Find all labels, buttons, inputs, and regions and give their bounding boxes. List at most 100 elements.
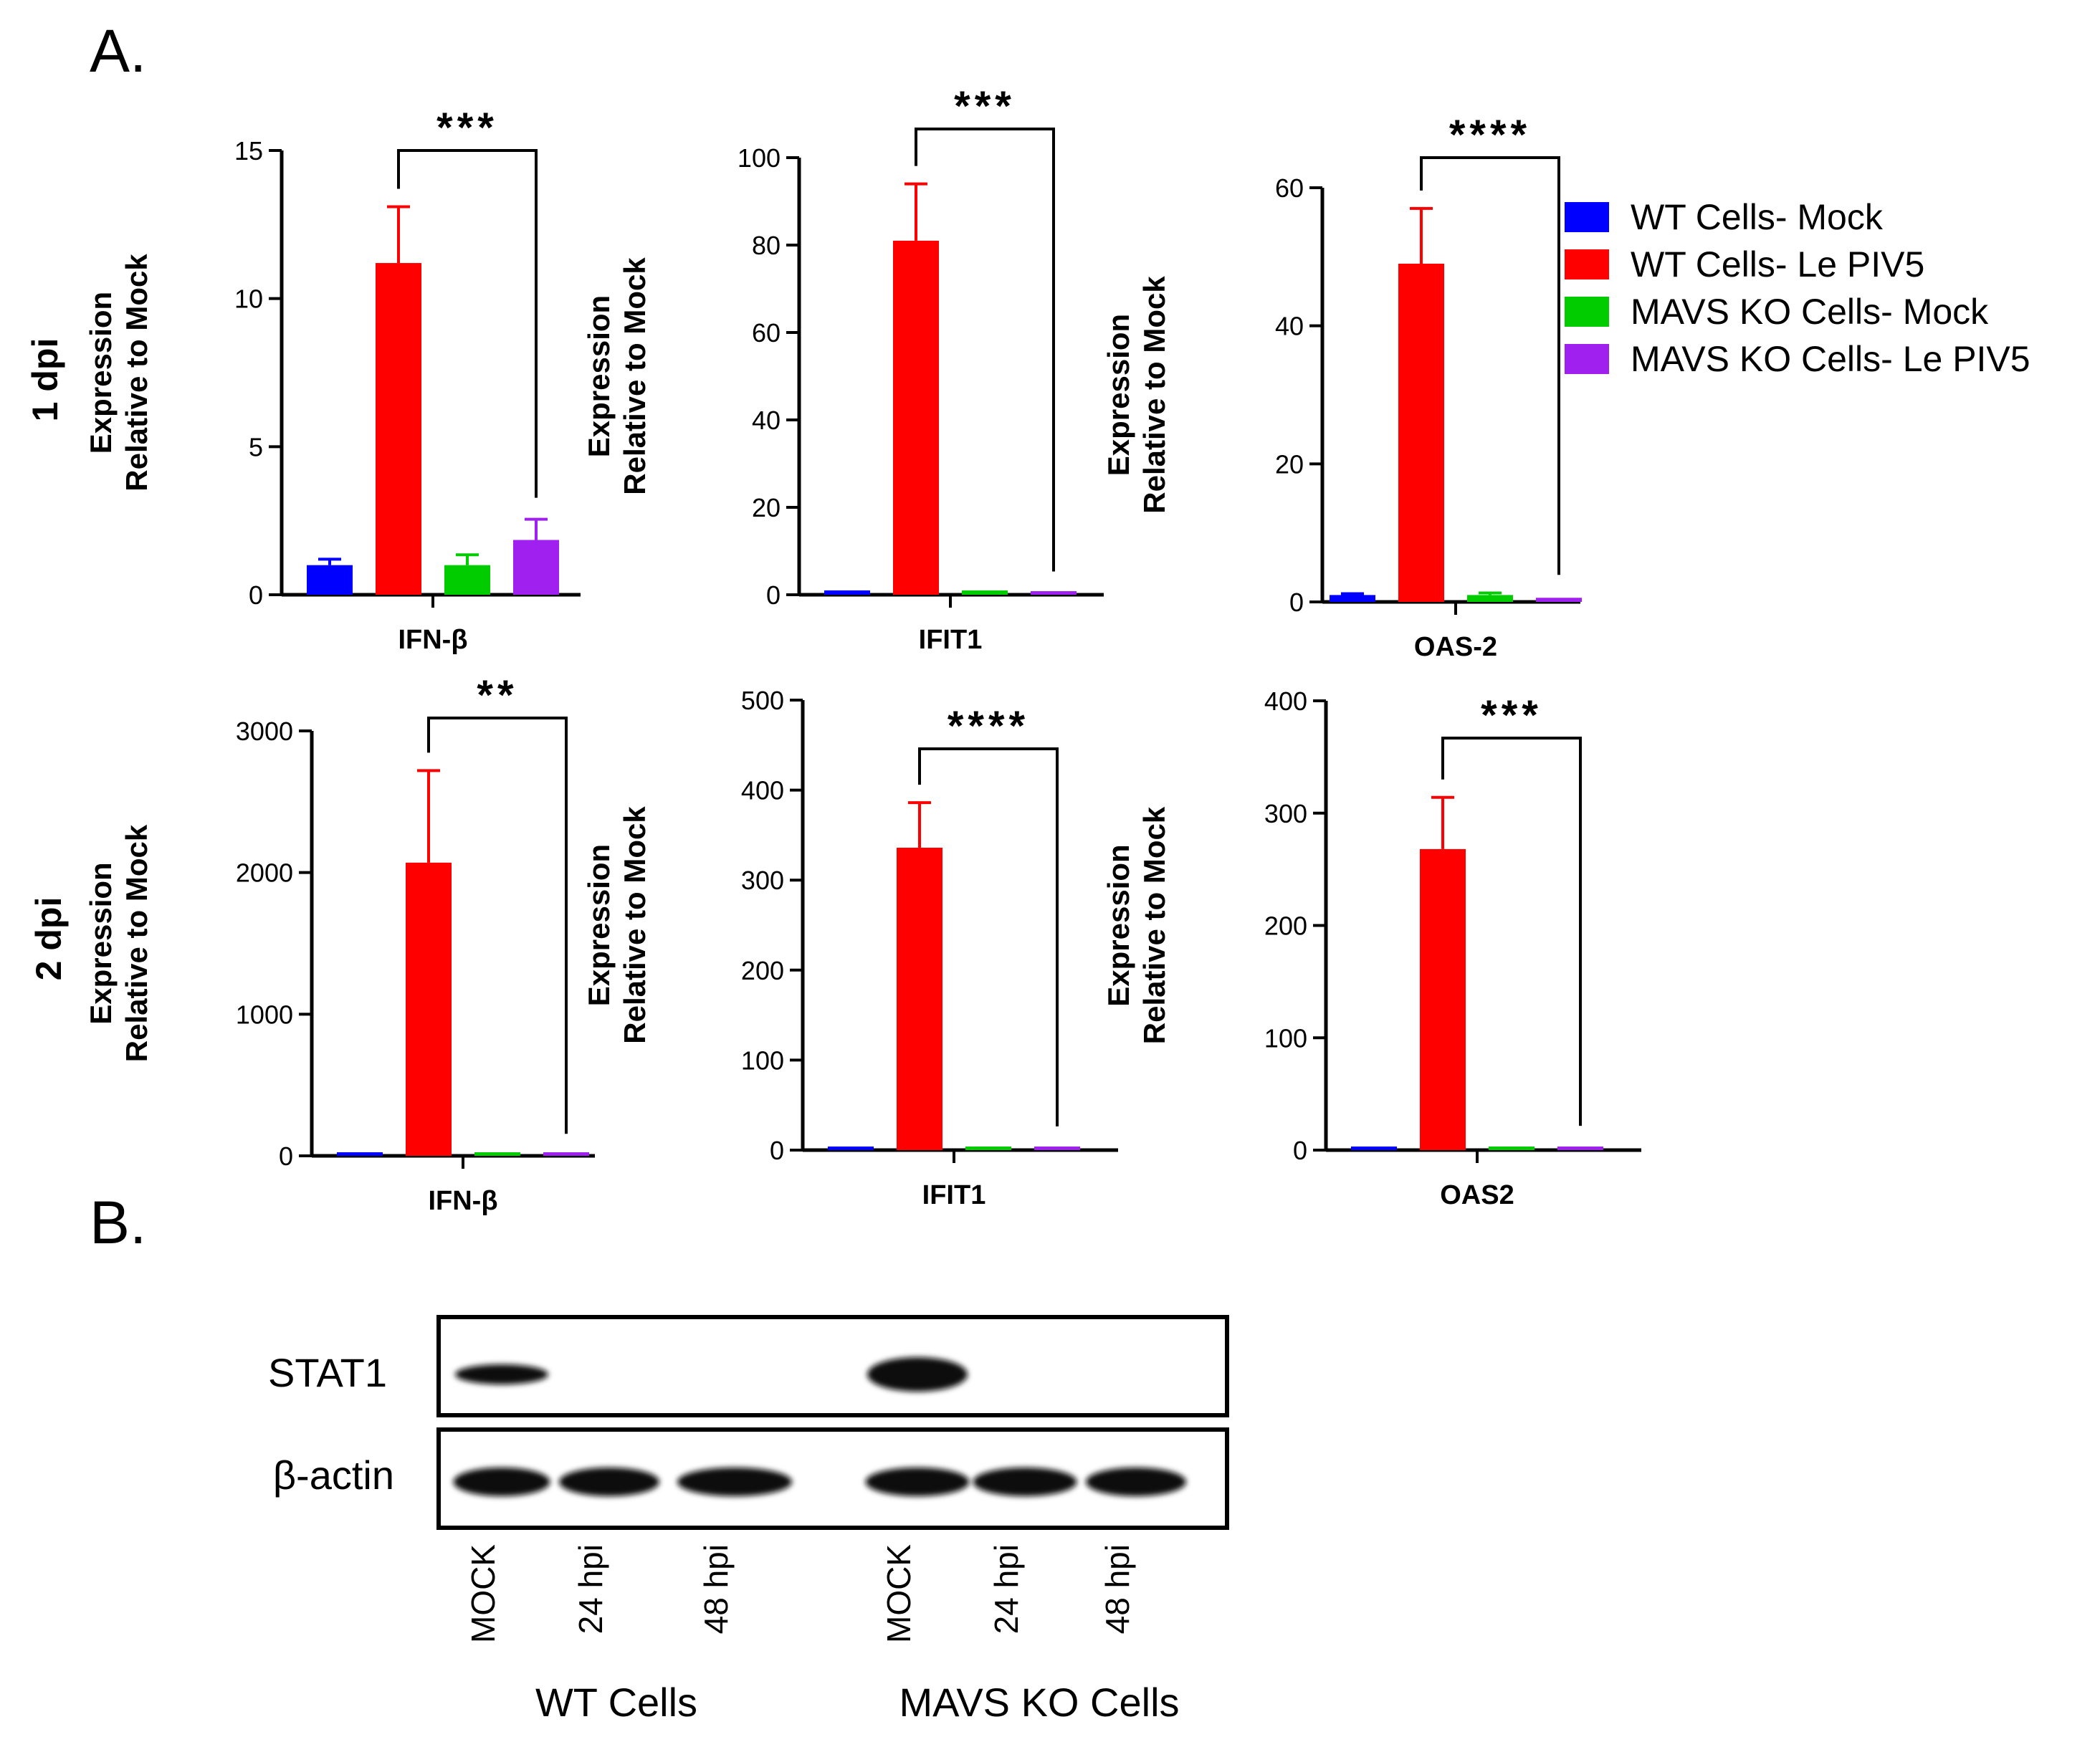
bar-ifit1-2-dpi-wt-cells-le-piv5 — [897, 847, 942, 1150]
bar-oas-2-1-dpi-mavs-ko-cells-le-piv5 — [1536, 598, 1582, 602]
x-category-label-oas2-2-dpi: OAS2 — [1440, 1180, 1514, 1210]
band-actin-lane-2 — [559, 1468, 659, 1496]
legend-label-mavs-ko-cells-le-piv5: MAVS KO Cells- Le PIV5 — [1631, 339, 2030, 379]
y-axis-label-ifn-2-dpi: Relative to Mock — [120, 824, 153, 1062]
y-tick-label-ifit1-1-dpi: 40 — [752, 406, 781, 435]
x-category-label-ifn-2-dpi: IFN-β — [428, 1186, 497, 1216]
lane-label-3: 48 hpi — [697, 1544, 735, 1634]
significance-label-oas-2-1-dpi: **** — [1449, 112, 1531, 158]
lane-label-5: 24 hpi — [988, 1544, 1025, 1634]
bar-ifn-2-dpi-wt-cells-le-piv5 — [406, 862, 452, 1156]
bar-ifn-2-dpi-wt-cells-mock — [337, 1152, 383, 1156]
y-tick-label-ifn-1-dpi: 10 — [234, 284, 263, 314]
bar-oas2-2-dpi-wt-cells-mock — [1351, 1147, 1397, 1150]
y-tick-label-ifit1-2-dpi: 0 — [770, 1136, 784, 1165]
y-axis-label-oas2-2-dpi: Expression — [1102, 844, 1135, 1006]
y-tick-label-ifit1-2-dpi: 300 — [741, 866, 784, 895]
y-tick-label-ifn-2-dpi: 1000 — [236, 1000, 293, 1029]
y-tick-label-ifit1-2-dpi: 500 — [741, 686, 784, 715]
significance-bracket-ifn-2-dpi — [427, 717, 568, 1134]
y-tick-label-ifn-1-dpi: 5 — [249, 432, 263, 461]
group-label-wt: WT Cells — [535, 1680, 697, 1725]
blot-label-actin: β-actin — [273, 1453, 394, 1498]
significance-label-ifn-1-dpi: *** — [436, 105, 498, 151]
y-tick-label-oas-2-1-dpi: 40 — [1275, 312, 1304, 341]
bar-ifn-1-dpi-wt-cells-le-piv5 — [376, 263, 421, 595]
bar-oas-2-1-dpi-wt-cells-le-piv5 — [1398, 263, 1444, 602]
chart-ifnb-2dpi: 0 1000 2000 3000 IFN-β Expression Relative to … — [84, 672, 595, 1216]
bar-ifit1-2-dpi-mavs-ko-cells-mock — [965, 1147, 1011, 1150]
y-tick-label-ifit1-1-dpi: 0 — [766, 580, 781, 610]
y-axis-label-ifit1-1-dpi: Relative to Mock — [618, 257, 652, 495]
bar-ifit1-1-dpi-wt-cells-le-piv5 — [893, 240, 939, 595]
y-tick-label-ifn-2-dpi: 3000 — [236, 717, 293, 746]
bar-ifit1-1-dpi-wt-cells-mock — [824, 590, 870, 595]
y-tick-label-oas2-2-dpi: 300 — [1264, 799, 1307, 828]
y-tick-label-ifn-2-dpi: 2000 — [236, 858, 293, 888]
lane-label-1: MOCK — [464, 1544, 502, 1643]
bar-oas-2-1-dpi-mavs-ko-cells-mock — [1467, 595, 1513, 602]
legend-swatch-wt-cells-mock — [1565, 202, 1609, 232]
significance-bracket-oas2-2-dpi — [1441, 737, 1582, 1126]
chart-ifit1-1dpi: 0 20 40 60 80 100 IFIT1 Expression Relative to M… — [582, 83, 1104, 655]
band-actin-lane-4 — [865, 1468, 970, 1496]
bar-ifit1-2-dpi-mavs-ko-cells-le-piv5 — [1034, 1147, 1080, 1150]
y-axis-label-ifit1-2-dpi: Relative to Mock — [618, 806, 652, 1044]
bar-ifn-1-dpi-mavs-ko-cells-le-piv5 — [513, 540, 559, 595]
legend-swatch-wt-cells-le-piv5 — [1565, 249, 1609, 279]
y-tick-label-ifit1-1-dpi: 80 — [752, 231, 781, 260]
lane-label-6: 48 hpi — [1099, 1544, 1136, 1634]
legend-label-mavs-ko-cells-mock: MAVS KO Cells- Mock — [1631, 292, 1989, 332]
band-actin-lane-5 — [973, 1468, 1077, 1496]
western-blot: STAT1 β-actin MOCK 24 hpi 48 hpi MOCK 24 hpi… — [268, 1315, 1229, 1725]
row-label-1dpi: 1 dpi — [25, 338, 65, 422]
legend-label-wt-cells-mock: WT Cells- Mock — [1631, 197, 1884, 237]
group-label-mavs: MAVS KO Cells — [899, 1680, 1179, 1725]
x-category-label-ifit1-1-dpi: IFIT1 — [919, 625, 983, 655]
y-tick-label-oas2-2-dpi: 400 — [1264, 686, 1307, 716]
significance-label-oas2-2-dpi: *** — [1481, 692, 1542, 739]
band-actin-lane-6 — [1086, 1468, 1186, 1496]
blot-label-stat1: STAT1 — [268, 1350, 387, 1395]
significance-bracket-ifit1-2-dpi — [918, 747, 1059, 1126]
y-axis-label-oas-2-1-dpi: Expression — [1102, 314, 1135, 476]
band-stat1-lane-1 — [455, 1364, 548, 1384]
bar-oas2-2-dpi-mavs-ko-cells-le-piv5 — [1557, 1147, 1603, 1150]
blot-box-stat1 — [436, 1315, 1229, 1417]
y-axis-label-ifit1-2-dpi: Expression — [582, 844, 616, 1006]
y-tick-label-ifit1-2-dpi: 200 — [741, 956, 784, 985]
y-tick-label-ifit1-2-dpi: 400 — [741, 776, 784, 805]
y-tick-label-oas-2-1-dpi: 20 — [1275, 449, 1304, 479]
y-tick-label-ifn-2-dpi: 0 — [279, 1142, 293, 1171]
bar-ifit1-2-dpi-wt-cells-mock — [828, 1147, 874, 1150]
legend-label-wt-cells-le-piv5: WT Cells- Le PIV5 — [1631, 244, 1924, 284]
lane-label-4: MOCK — [880, 1544, 917, 1643]
y-tick-label-ifit1-1-dpi: 100 — [738, 143, 781, 173]
x-category-label-ifn-1-dpi: IFN-β — [398, 625, 467, 655]
y-tick-label-ifn-1-dpi: 0 — [249, 580, 263, 610]
x-category-label-oas-2-1-dpi: OAS-2 — [1414, 632, 1497, 662]
chart-oas2-2dpi: 0 100 200 300 400 OAS2 Expression Relative to M… — [1102, 686, 1641, 1210]
significance-label-ifn-2-dpi: ** — [477, 672, 517, 719]
legend-swatch-mavs-ko-cells-mock — [1565, 297, 1609, 327]
significance-bracket-oas-2-1-dpi — [1420, 156, 1560, 575]
legend: WT Cells- Mock WT Cells- Le PIV5 MAVS KO C… — [1565, 197, 2030, 379]
significance-bracket-ifit1-1-dpi — [915, 128, 1055, 572]
y-axis-label-oas-2-1-dpi: Relative to Mock — [1137, 276, 1171, 514]
y-axis-label-ifit1-1-dpi: Expression — [582, 295, 616, 457]
y-axis-label-ifn-1-dpi: Relative to Mock — [120, 254, 153, 492]
panel-label-a: A. — [90, 17, 146, 85]
chart-ifit1-2dpi: 0 100 200 300 400 500 IFIT1 Expression Relative … — [582, 686, 1118, 1210]
y-axis-label-oas2-2-dpi: Relative to Mock — [1137, 806, 1171, 1044]
x-category-label-ifit1-2-dpi: IFIT1 — [922, 1180, 986, 1210]
y-tick-label-oas-2-1-dpi: 0 — [1289, 588, 1304, 617]
bar-oas2-2-dpi-mavs-ko-cells-mock — [1489, 1147, 1535, 1150]
band-actin-lane-1 — [453, 1468, 550, 1496]
significance-label-ifit1-2-dpi: **** — [948, 703, 1029, 750]
chart-oas2-1dpi: 0 20 40 60 OAS-2 Expression Relative to Mock **… — [1102, 112, 1582, 662]
y-tick-label-ifit1-1-dpi: 20 — [752, 493, 781, 522]
bar-ifit1-1-dpi-mavs-ko-cells-le-piv5 — [1031, 591, 1077, 595]
y-tick-label-oas2-2-dpi: 100 — [1264, 1023, 1307, 1053]
y-axis-label-ifn-1-dpi: Expression — [84, 292, 118, 454]
